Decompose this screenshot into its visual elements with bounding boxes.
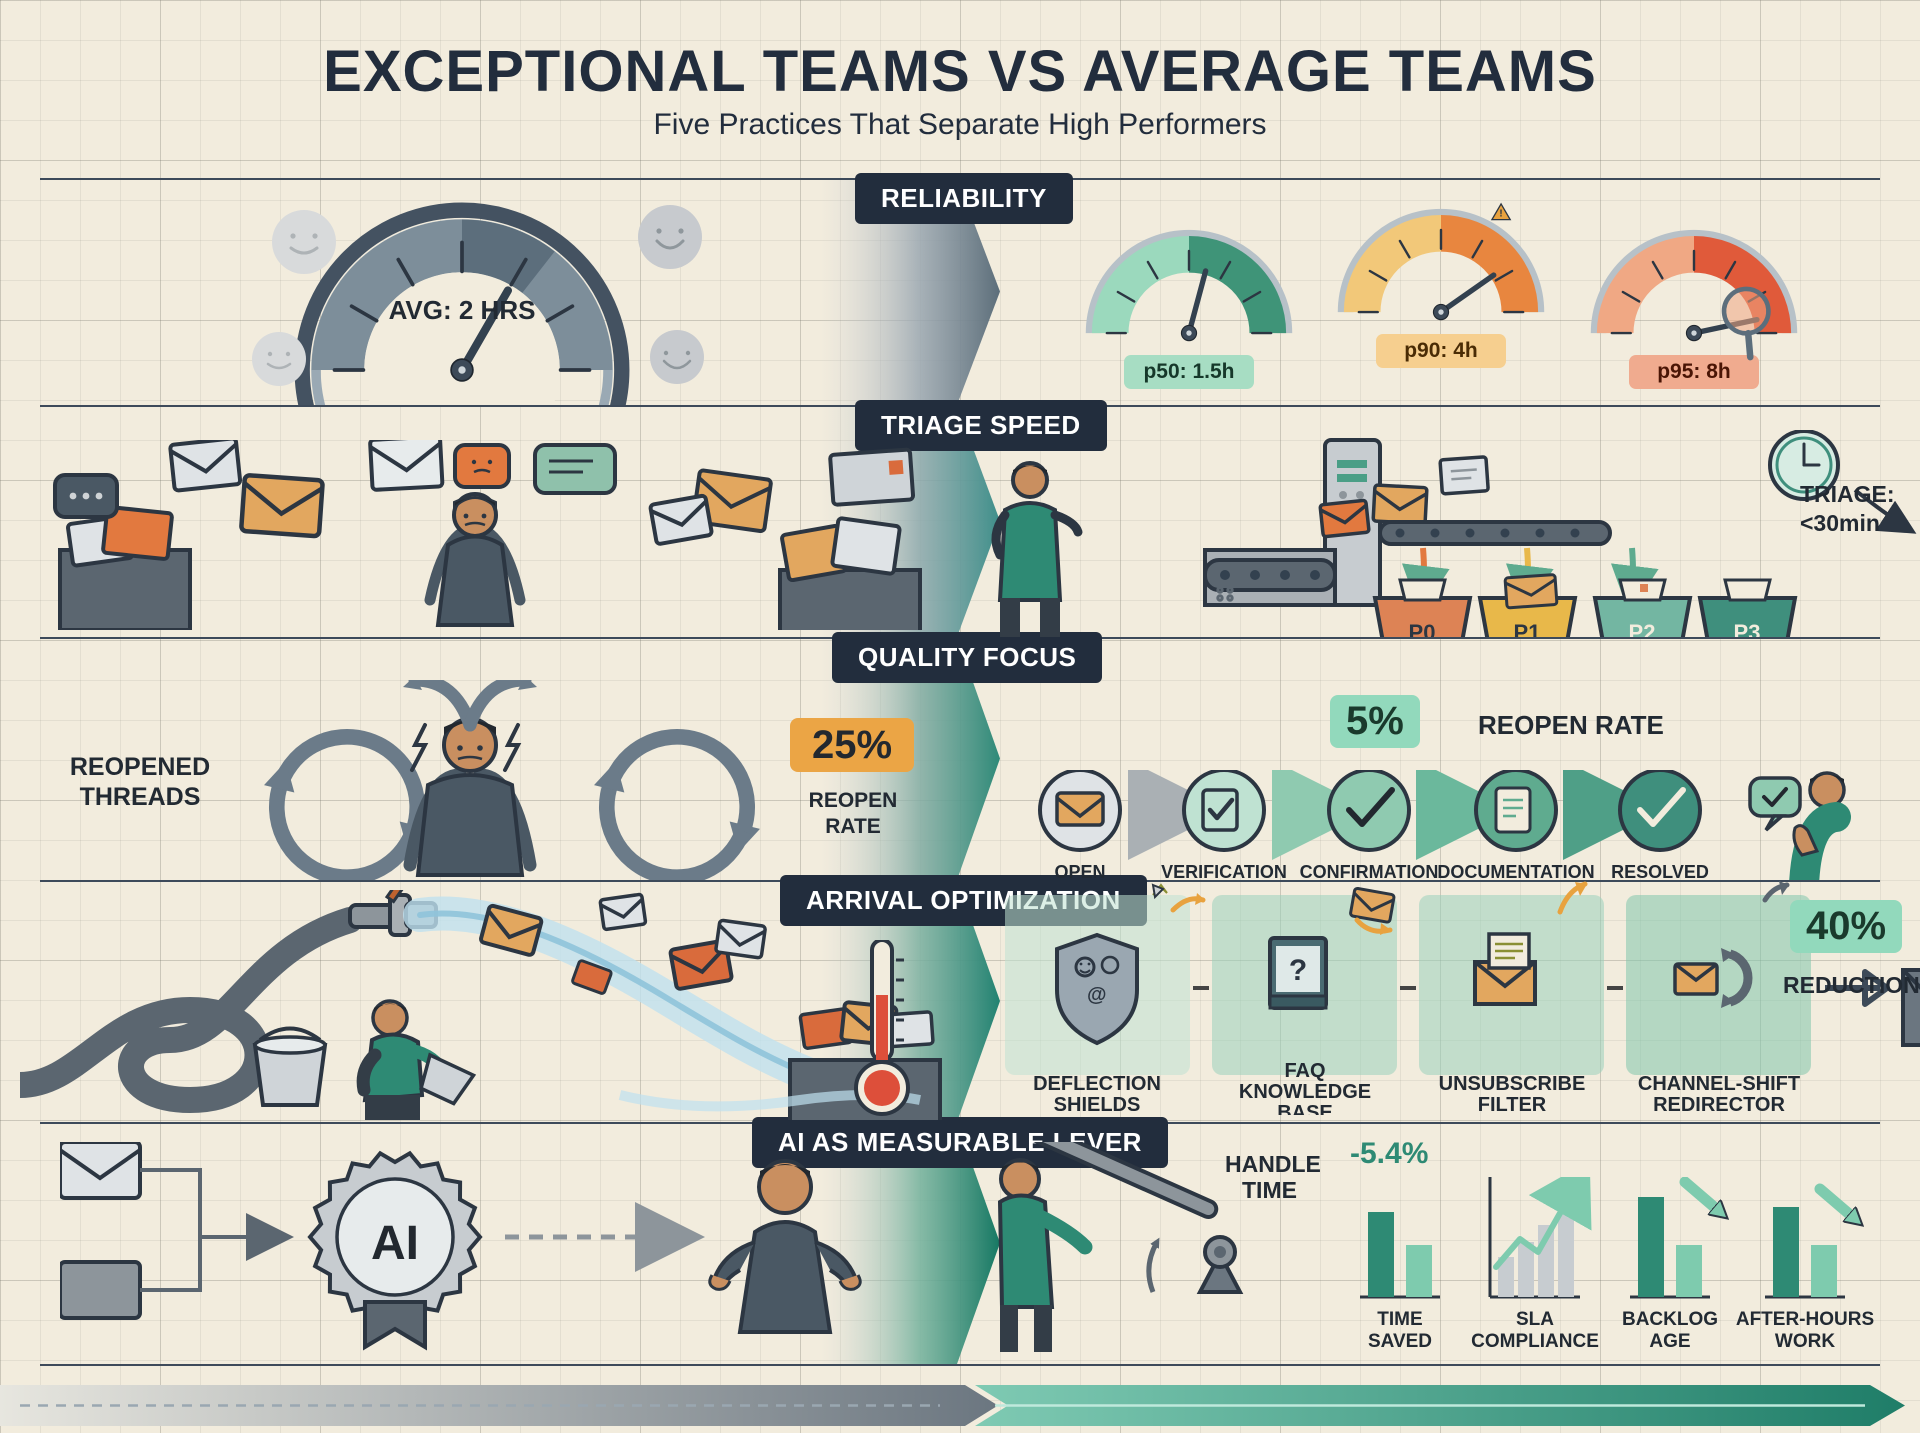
svg-text:BACKLOG: BACKLOG [1622,1309,1718,1330]
svg-text:P3: P3 [1734,620,1761,637]
svg-text:P0: P0 [1409,620,1436,637]
svg-text:SLA: SLA [1516,1309,1554,1330]
svg-text:CONFIRMATION: CONFIRMATION [1300,862,1439,880]
svg-text:CHANNEL-SHIFT: CHANNEL-SHIFT [1638,1073,1800,1095]
svg-text:DEFLECTION: DEFLECTION [1033,1073,1161,1095]
svg-text:FILTER: FILTER [1478,1094,1547,1115]
svg-text:HANDLE: HANDLE [1225,1151,1321,1177]
svg-text:TIME: TIME [1377,1309,1422,1330]
svg-text:OPEN: OPEN [1054,862,1105,880]
svg-text:TIME: TIME [1242,1177,1297,1203]
svg-text:BASE: BASE [1277,1102,1333,1115]
svg-text:P2: P2 [1629,620,1656,637]
svg-text:@: @ [1087,984,1107,1006]
svg-text:!: ! [1499,208,1502,219]
svg-text:WORK: WORK [1775,1331,1835,1352]
svg-text:?: ? [1289,954,1307,987]
svg-text:VERIFICATION: VERIFICATION [1161,862,1287,880]
svg-text:AI: AI [371,1217,419,1270]
svg-text:FAQ: FAQ [1284,1060,1325,1082]
svg-text:UNSUBSCRIBE: UNSUBSCRIBE [1439,1073,1586,1095]
svg-text:AFTER-HOURS: AFTER-HOURS [1736,1309,1874,1330]
svg-text:KNOWLEDGE: KNOWLEDGE [1239,1081,1371,1103]
svg-text:REDIRECTOR: REDIRECTOR [1653,1094,1785,1115]
svg-text:P1: P1 [1514,620,1541,637]
svg-text:RESOLVED: RESOLVED [1611,862,1709,880]
svg-text:SHIELDS: SHIELDS [1054,1094,1141,1115]
svg-text:COMPLIANCE: COMPLIANCE [1471,1331,1599,1352]
svg-text:AGE: AGE [1649,1331,1690,1352]
svg-text:DOCUMENTATION: DOCUMENTATION [1437,862,1594,880]
svg-text:SAVED: SAVED [1368,1331,1432,1352]
